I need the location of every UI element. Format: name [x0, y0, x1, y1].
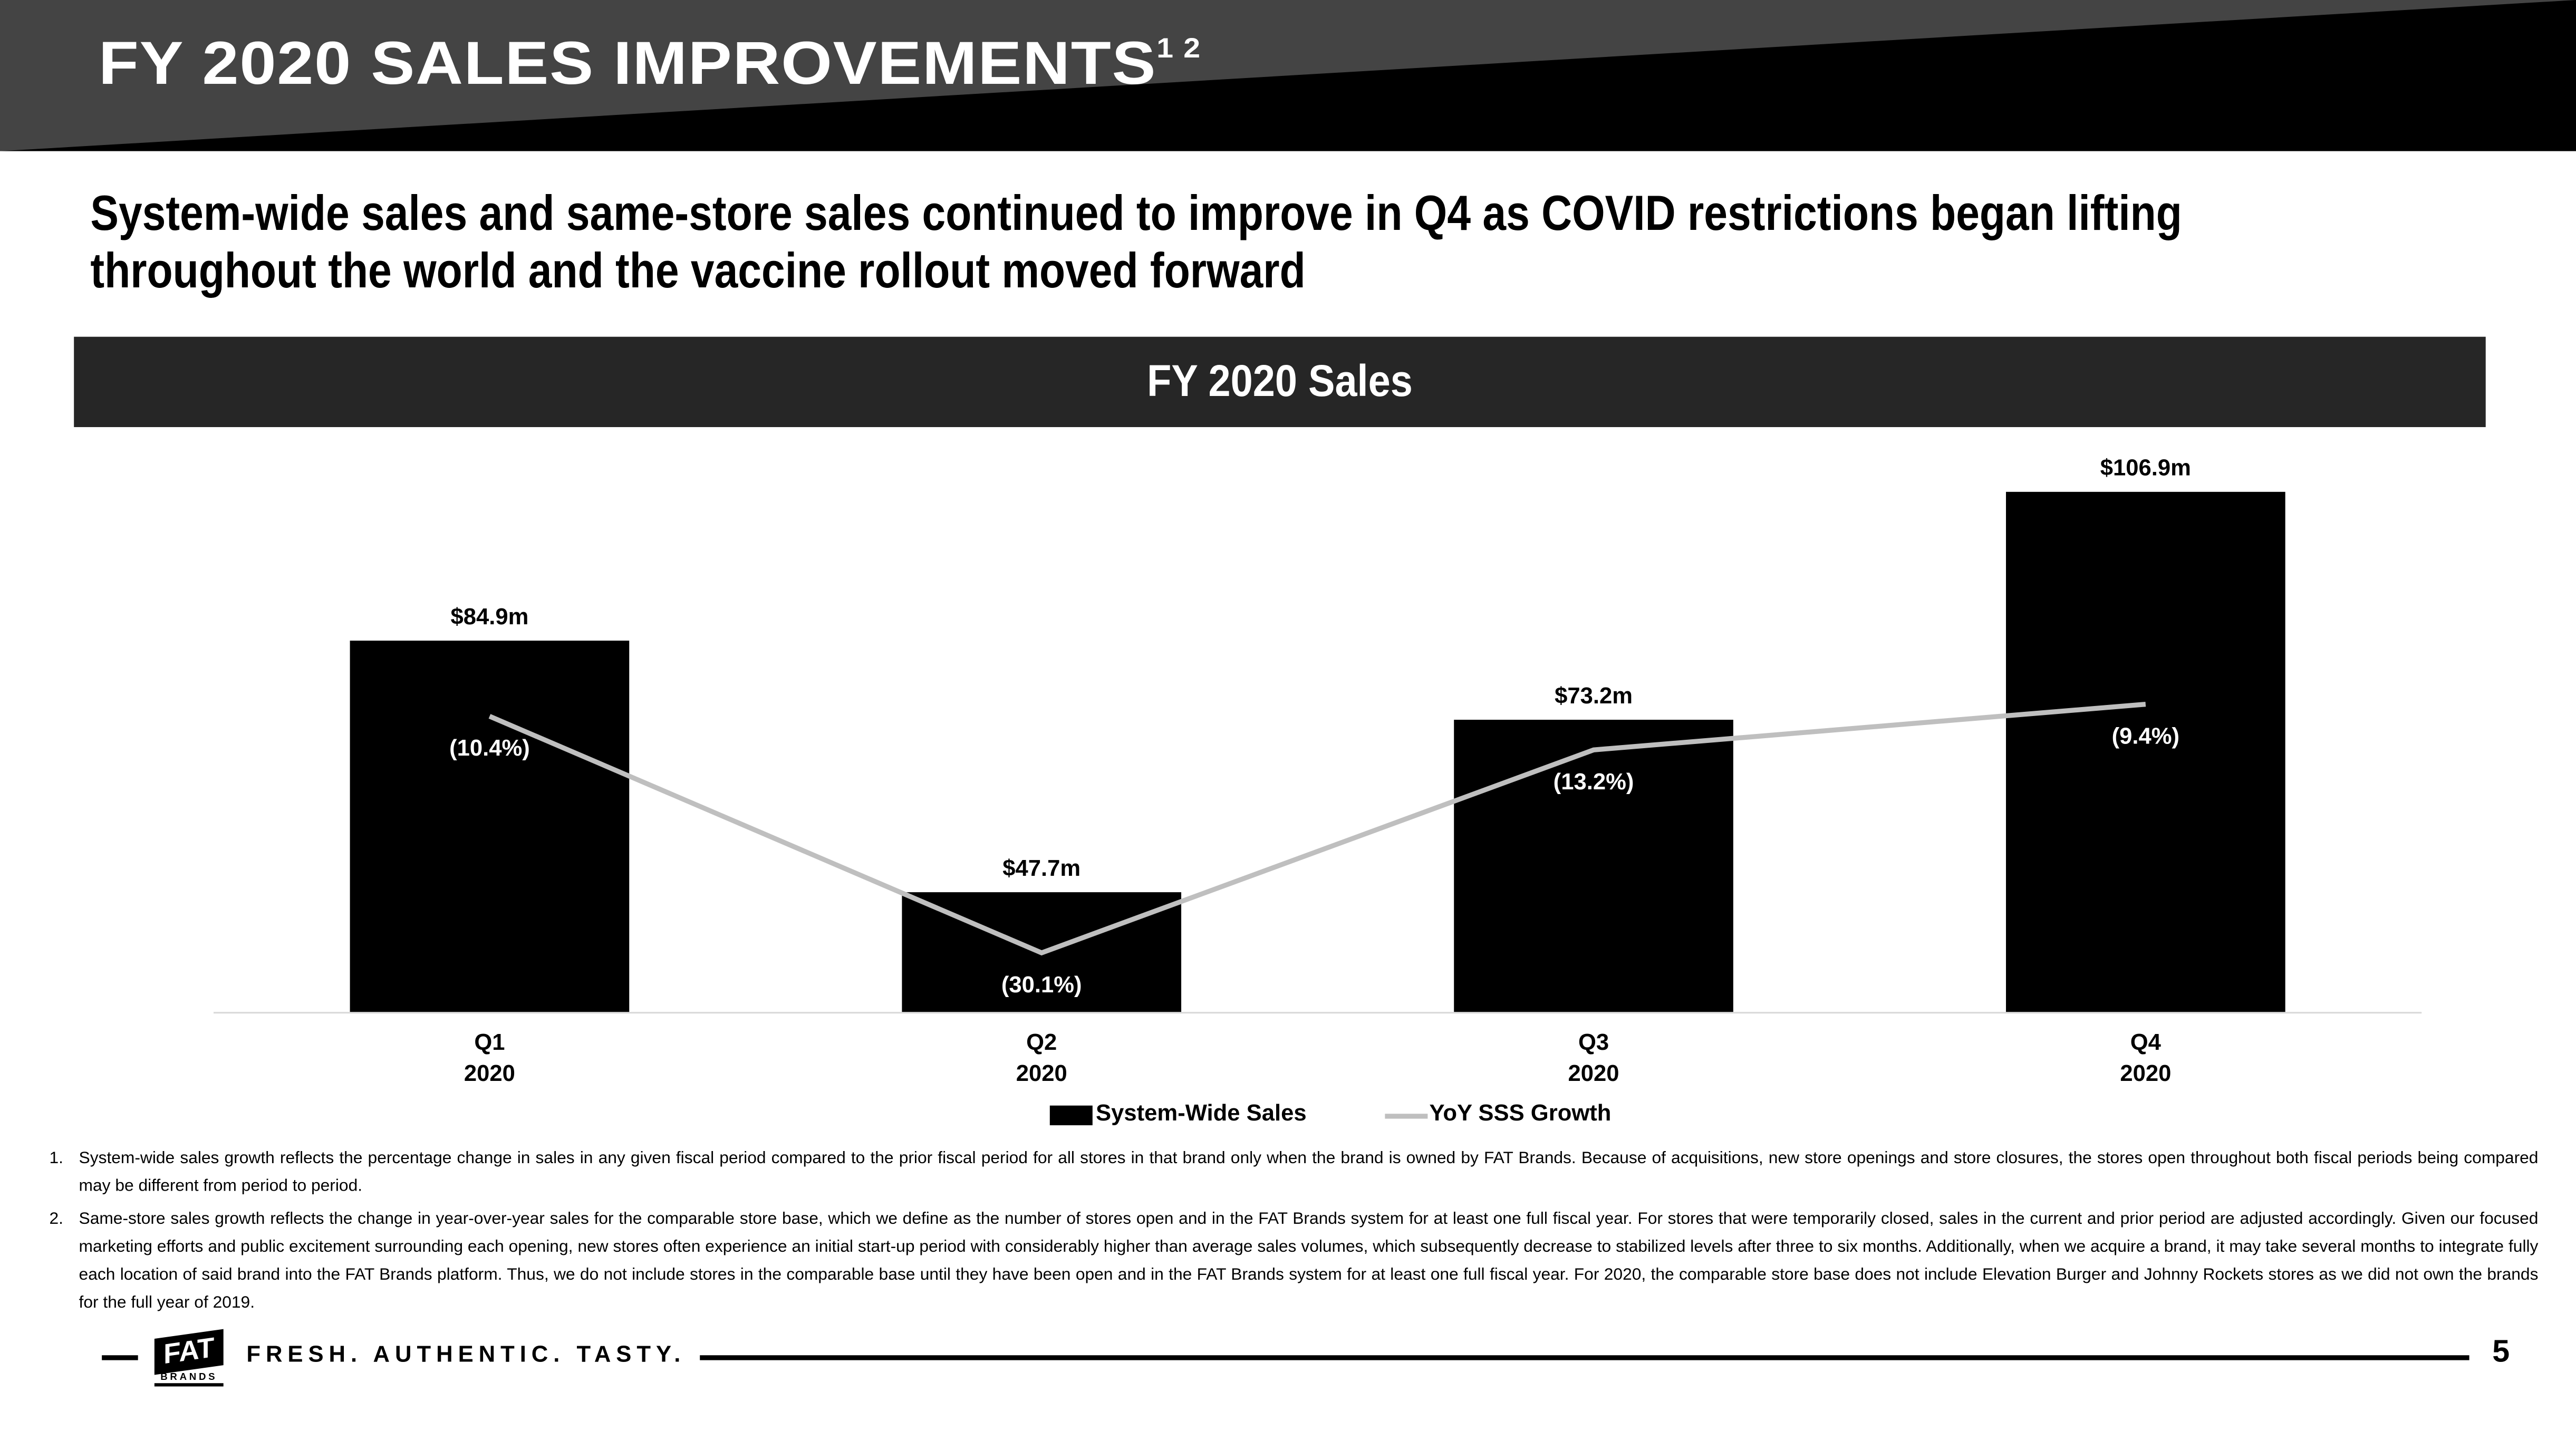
sss-growth-label: (9.4%)	[2112, 723, 2179, 749]
logo-brands: BRANDS	[154, 1374, 224, 1387]
bar-q4	[2006, 491, 2285, 1012]
footnote-text: Same-store sales growth reflects the cha…	[79, 1211, 2539, 1313]
sss-growth-label: (13.2%)	[1554, 769, 1634, 795]
subtitle-line-1: System-wide sales and same-store sales c…	[90, 187, 2182, 241]
header-diagonal-shape	[0, 0, 2576, 151]
fat-brands-logo: FAT BRANDS	[154, 1329, 224, 1390]
page-number: 5	[2492, 1335, 2510, 1370]
category-label: Q2	[1026, 1030, 1057, 1055]
category-label: Q4	[2130, 1030, 2162, 1055]
logo-fat-block: FAT	[154, 1329, 224, 1375]
sales-chart: $84.9m Q1 2020 $47.7m Q2 2020 $73.2m Q3 2020 $106…	[214, 456, 2422, 1086]
category-year-label: 2020	[2120, 1061, 2171, 1086]
bar-value-label: $73.2m	[1555, 683, 1633, 709]
footnote-text: System-wide sales growth reflects the pe…	[79, 1149, 2539, 1196]
category-year-label: 2020	[464, 1061, 515, 1086]
legend-line-swatch	[1385, 1114, 1428, 1119]
legend-bar-swatch	[1049, 1105, 1093, 1126]
footer-rule	[700, 1355, 2469, 1360]
title-text: FY 2020 SALES IMPROVEMENTS	[98, 30, 1157, 97]
legend-bar-label: System-Wide Sales	[1096, 1099, 1307, 1126]
page-title: FY 2020 SALES IMPROVEMENTS1 2	[99, 30, 1201, 99]
sss-growth-line	[488, 702, 2146, 956]
sss-growth-label: (10.4%)	[449, 736, 530, 761]
category-label: Q3	[1578, 1030, 1609, 1055]
chart-title-banner: FY 2020 Sales	[74, 336, 2486, 428]
subtitle-line-2: throughout the world and the vaccine rol…	[90, 245, 1306, 299]
footnote-number: 2.	[49, 1211, 63, 1229]
bar-value-label: $106.9m	[2100, 456, 2191, 481]
bar-value-label: $47.7m	[1002, 856, 1080, 881]
footer-dash	[102, 1355, 138, 1360]
header-bar: FY 2020 SALES IMPROVEMENTS1 2	[0, 0, 2576, 151]
chart-title: FY 2020 Sales	[1147, 356, 1413, 406]
sss-growth-label: (30.1%)	[1001, 972, 1082, 998]
title-footnote-refs: 1 2	[1156, 33, 1201, 64]
category-year-label: 2020	[1568, 1061, 1619, 1086]
bar-q3	[1454, 720, 1733, 1012]
footnote-number: 1.	[49, 1149, 63, 1168]
category-label: Q1	[474, 1030, 505, 1055]
bar-q1	[350, 640, 630, 1012]
legend-line-label: YoY SSS Growth	[1429, 1099, 1612, 1126]
category-year-label: 2020	[1016, 1061, 1067, 1086]
footer-tagline: FRESH. AUTHENTIC. TASTY.	[246, 1340, 686, 1367]
bar-value-label: $84.9m	[450, 604, 528, 630]
